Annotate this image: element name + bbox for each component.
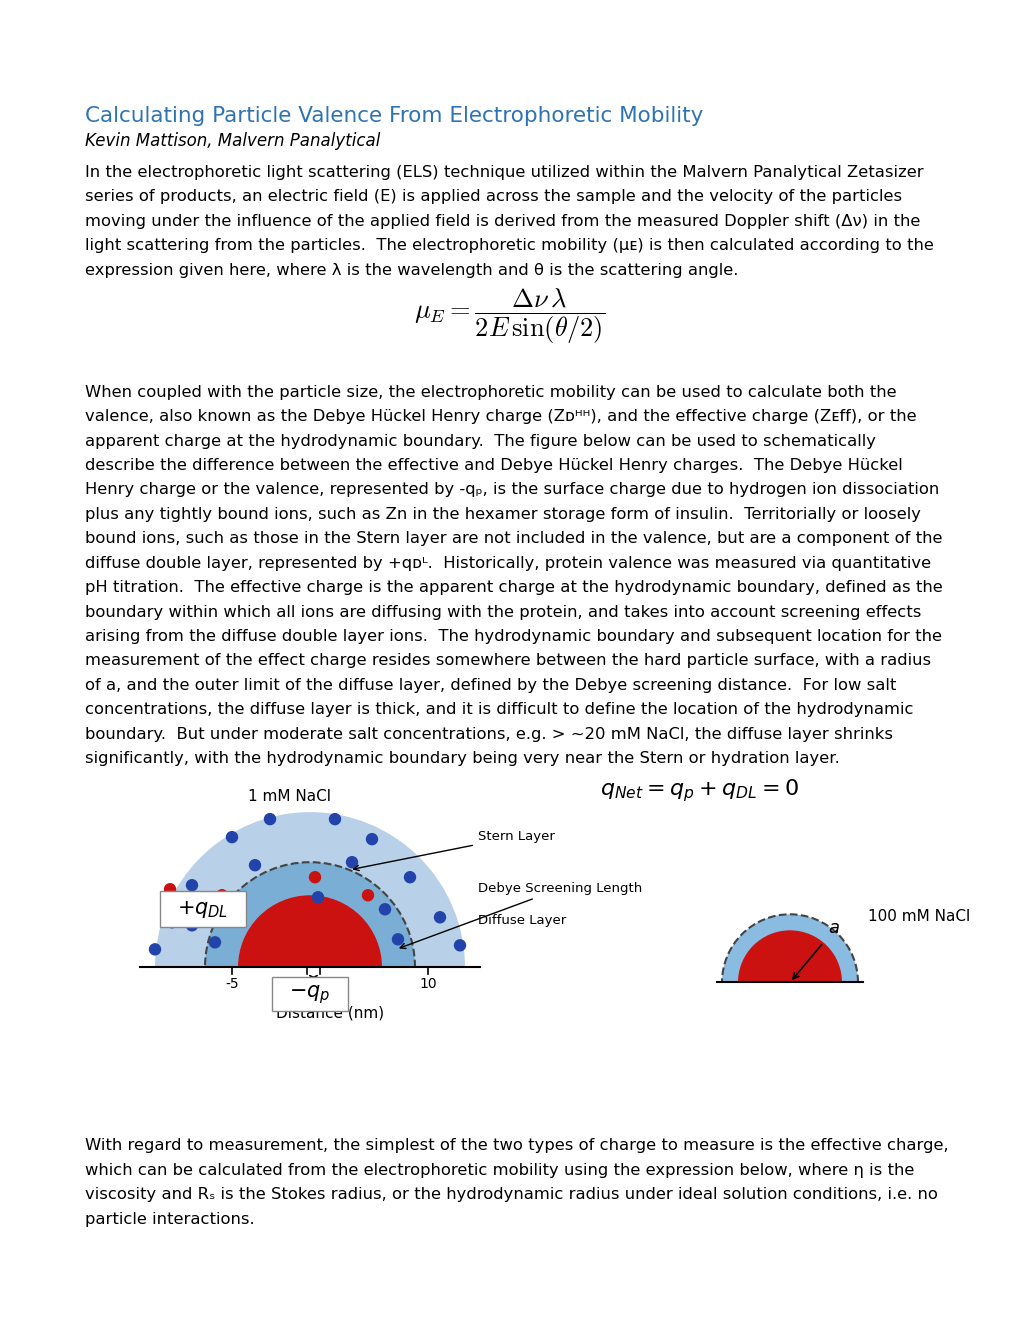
Text: concentrations, the diffuse layer is thick, and it is difficult to define the lo: concentrations, the diffuse layer is thi…	[85, 702, 912, 717]
Text: 0: 0	[303, 990, 311, 1003]
Text: $\mu_E = \dfrac{\Delta\nu\,\lambda}{2E\,\sin(\theta/2)}$: $\mu_E = \dfrac{\Delta\nu\,\lambda}{2E\,…	[414, 286, 605, 346]
Circle shape	[312, 892, 323, 903]
Text: which can be calculated from the electrophoretic mobility using the expression b: which can be calculated from the electro…	[85, 1163, 913, 1177]
Text: significantly, with the hydrodynamic boundary being very near the Stern or hydra: significantly, with the hydrodynamic bou…	[85, 751, 839, 766]
Text: 100 mM NaCl: 100 mM NaCl	[867, 909, 969, 924]
Circle shape	[164, 883, 175, 895]
Circle shape	[186, 920, 198, 931]
Text: Henry charge or the valence, represented by -qₚ, is the surface charge due to hy: Henry charge or the valence, represented…	[85, 482, 938, 498]
Text: In the electrophoretic light scattering (ELS) technique utilized within the Malv: In the electrophoretic light scattering …	[85, 165, 922, 180]
Text: Distance (nm): Distance (nm)	[276, 1006, 384, 1020]
Circle shape	[186, 879, 198, 891]
Circle shape	[250, 859, 260, 871]
Circle shape	[226, 832, 237, 842]
Text: $+q_{DL}$: $+q_{DL}$	[177, 899, 228, 920]
Circle shape	[309, 871, 320, 883]
Circle shape	[392, 933, 404, 945]
Text: viscosity and Rₛ is the Stokes radius, or the hydrodynamic radius under ideal so: viscosity and Rₛ is the Stokes radius, o…	[85, 1187, 936, 1203]
Circle shape	[229, 904, 240, 915]
Text: Calculating Particle Valence From Electrophoretic Mobility: Calculating Particle Valence From Electr…	[85, 106, 702, 125]
Text: 1 mM NaCl: 1 mM NaCl	[249, 789, 331, 804]
Text: apparent charge at the hydrodynamic boundary.  The figure below can be used to s: apparent charge at the hydrodynamic boun…	[85, 433, 874, 449]
Circle shape	[362, 890, 373, 900]
FancyBboxPatch shape	[272, 977, 347, 1011]
Text: light scattering from the particles.  The electrophoretic mobility (μᴇ) is then : light scattering from the particles. The…	[85, 238, 932, 253]
Circle shape	[366, 834, 377, 845]
Text: -5: -5	[225, 977, 238, 991]
Text: With regard to measurement, the simplest of the two types of charge to measure i: With regard to measurement, the simplest…	[85, 1138, 948, 1154]
Wedge shape	[237, 895, 382, 968]
Circle shape	[434, 912, 445, 923]
Wedge shape	[738, 931, 841, 982]
Text: plus any tightly bound ions, such as Zn in the hexamer storage form of insulin. : plus any tightly bound ions, such as Zn …	[85, 507, 920, 521]
Text: Diffuse Layer: Diffuse Layer	[478, 913, 566, 927]
Text: measurement of the effect charge resides somewhere between the hard particle sur: measurement of the effect charge resides…	[85, 653, 930, 668]
Text: Kevin Mattison, Malvern Panalytical: Kevin Mattison, Malvern Panalytical	[85, 132, 380, 150]
FancyBboxPatch shape	[160, 891, 246, 928]
Text: When coupled with the particle size, the electrophoretic mobility can be used to: When coupled with the particle size, the…	[85, 384, 896, 400]
Text: arising from the diffuse double layer ions.  The hydrodynamic boundary and subse: arising from the diffuse double layer io…	[85, 628, 941, 644]
Circle shape	[264, 813, 275, 825]
Text: bound ions, such as those in the Stern layer are not included in the valence, bu: bound ions, such as those in the Stern l…	[85, 531, 942, 546]
Circle shape	[346, 857, 357, 867]
Text: moving under the influence of the applied field is derived from the measured Dop: moving under the influence of the applie…	[85, 214, 919, 228]
Circle shape	[150, 944, 160, 954]
Wedge shape	[721, 915, 857, 982]
Circle shape	[379, 904, 390, 915]
Text: particle interactions.: particle interactions.	[85, 1212, 254, 1226]
Text: valence, also known as the Debye Hückel Henry charge (Zᴅᴴᴴ), and the effective c: valence, also known as the Debye Hückel …	[85, 409, 915, 424]
Text: of a, and the outer limit of the diffuse layer, defined by the Debye screening d: of a, and the outer limit of the diffuse…	[85, 677, 895, 693]
Text: Stern Layer: Stern Layer	[354, 830, 554, 871]
Text: boundary within which all ions are diffusing with the protein, and takes into ac: boundary within which all ions are diffu…	[85, 605, 920, 619]
Circle shape	[216, 890, 227, 900]
Text: $q_{Net} = q_p + q_{DL} = 0$: $q_{Net} = q_p + q_{DL} = 0$	[599, 777, 798, 804]
Wedge shape	[205, 862, 415, 968]
Text: 1: 1	[316, 990, 325, 1003]
Text: boundary.  But under moderate salt concentrations, e.g. > ~20 mM NaCl, the diffu: boundary. But under moderate salt concen…	[85, 726, 892, 742]
Wedge shape	[155, 812, 465, 968]
Circle shape	[454, 940, 465, 950]
Text: Debye Screening Length: Debye Screening Length	[399, 882, 642, 949]
Circle shape	[329, 813, 340, 825]
Text: 10: 10	[419, 977, 436, 991]
Text: expression given here, where λ is the wavelength and θ is the scattering angle.: expression given here, where λ is the wa…	[85, 263, 738, 277]
Text: describe the difference between the effective and Debye Hückel Henry charges.  T: describe the difference between the effe…	[85, 458, 902, 473]
Text: diffuse double layer, represented by +qᴅᴸ.  Historically, protein valence was me: diffuse double layer, represented by +qᴅ…	[85, 556, 930, 570]
Text: a: a	[827, 920, 839, 937]
Circle shape	[166, 917, 177, 928]
Text: pH titration.  The effective charge is the apparent charge at the hydrodynamic b: pH titration. The effective charge is th…	[85, 579, 942, 595]
Text: series of products, an electric field (E) is applied across the sample and the v: series of products, an electric field (E…	[85, 189, 901, 205]
Circle shape	[282, 902, 293, 913]
Circle shape	[209, 937, 220, 948]
Circle shape	[405, 871, 415, 883]
Text: $-q_p$: $-q_p$	[289, 983, 330, 1006]
